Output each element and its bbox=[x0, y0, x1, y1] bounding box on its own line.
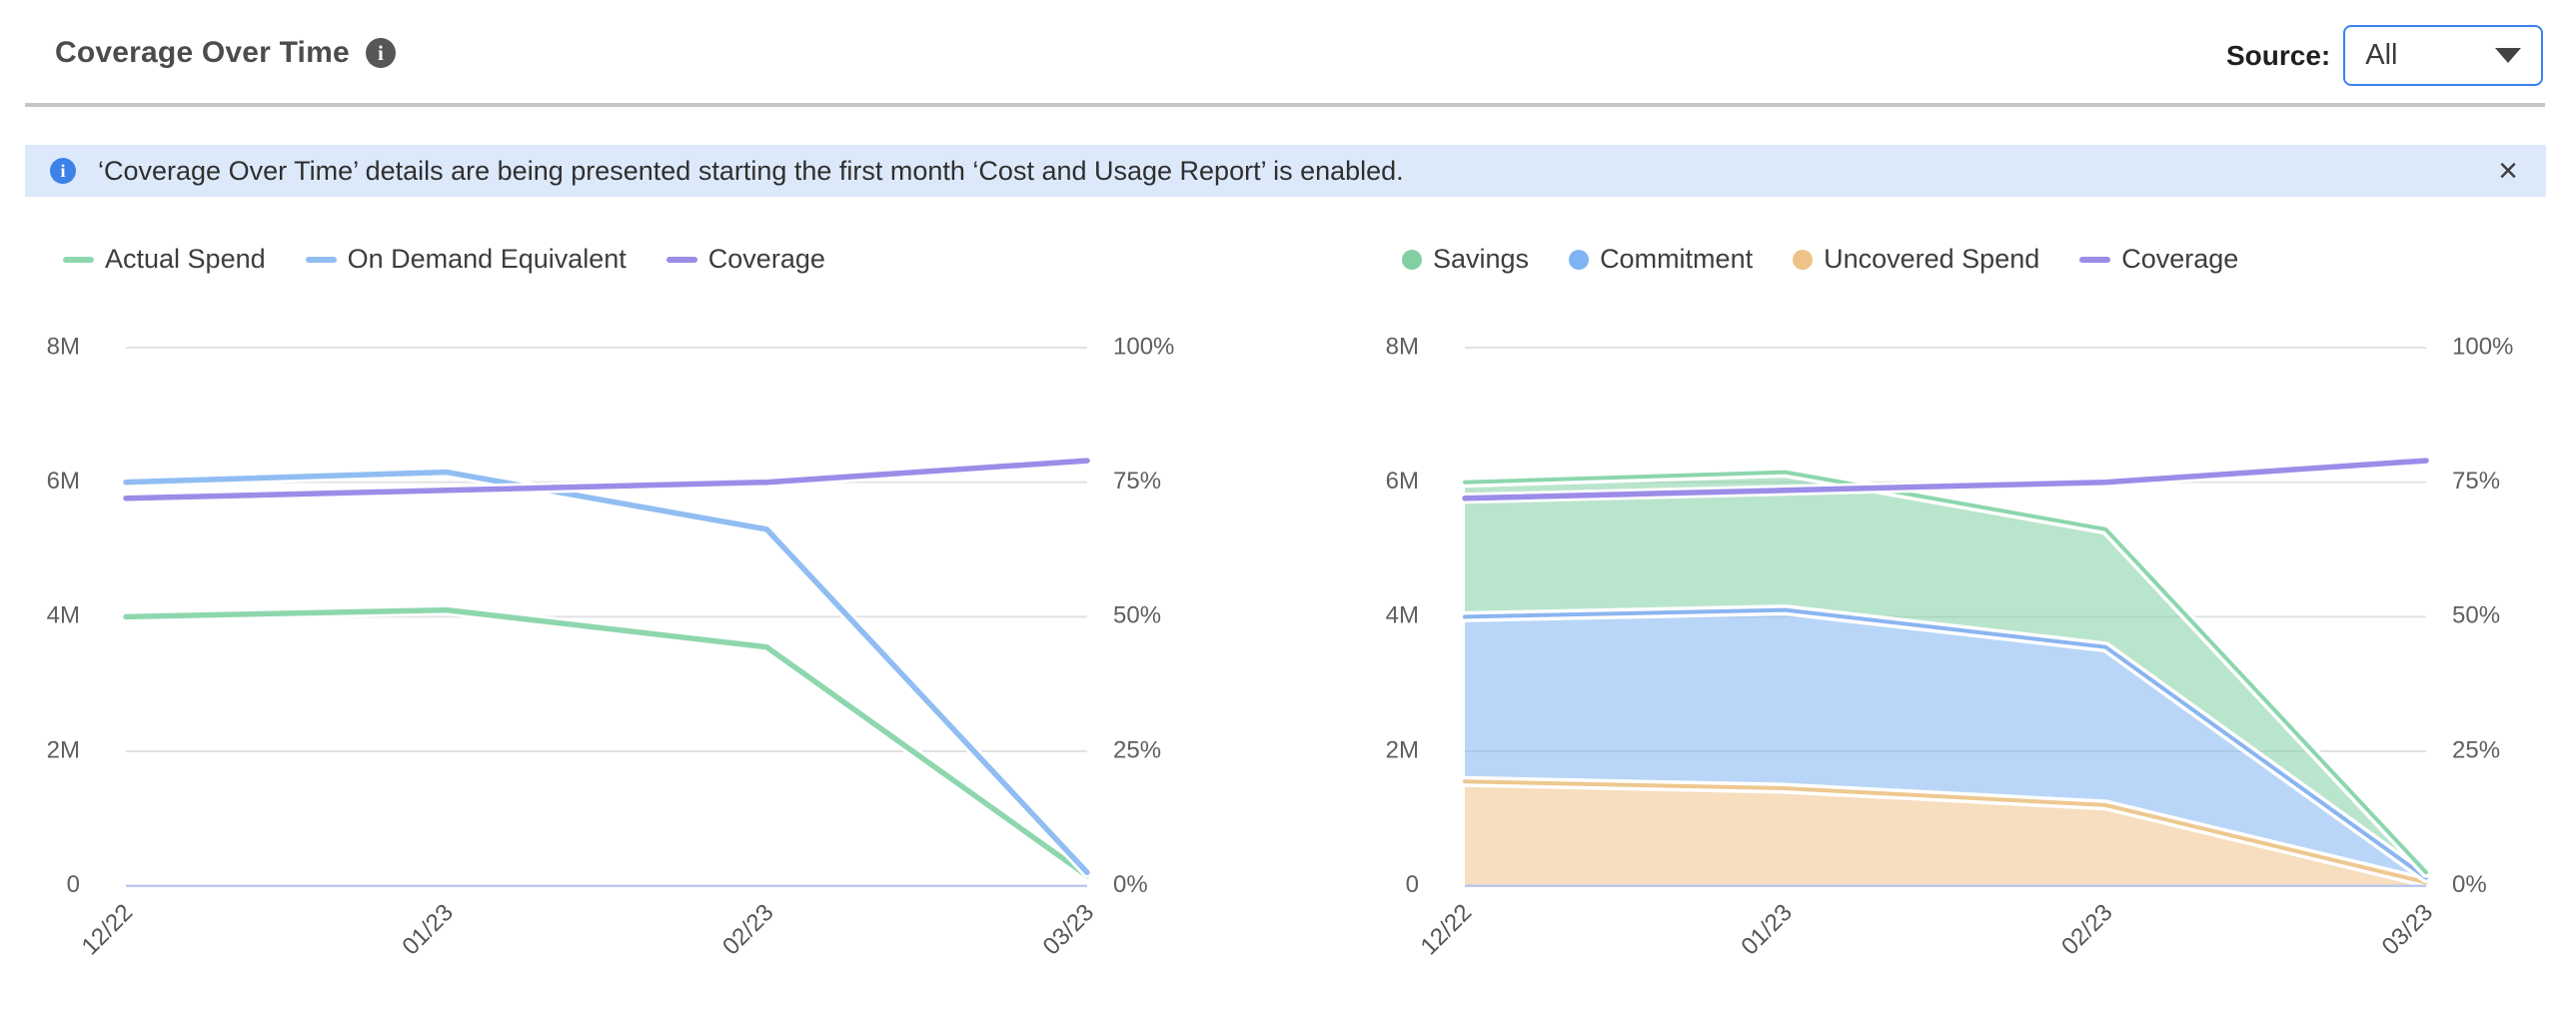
page-title: Coverage Over Time bbox=[55, 36, 350, 69]
legend-item-coverage[interactable]: Coverage bbox=[665, 244, 825, 275]
coverage-swatch-icon bbox=[2079, 256, 2111, 263]
y-axis-right-tick: 75% bbox=[1113, 468, 1161, 495]
legend-label: Coverage bbox=[2121, 244, 2239, 274]
legend-label: On Demand Equivalent bbox=[347, 244, 627, 274]
legend-label: Actual Spend bbox=[105, 244, 266, 274]
coverage-chart-panel: Savings Commitment Uncovered Spend Coverage… bbox=[1379, 230, 2548, 1015]
commitment-edge-line bbox=[1463, 607, 2428, 880]
on-demand-equivalent-line-halo bbox=[120, 467, 1093, 878]
x-axis-tick: 01/23 bbox=[1736, 899, 1798, 961]
y-axis-right-tick: 50% bbox=[1113, 602, 1161, 629]
legend-label: Coverage bbox=[707, 244, 825, 274]
spend-chart-legend: Actual Spend On Demand Equivalent Coverage bbox=[63, 244, 825, 275]
y-axis-left-tick: 0 bbox=[1406, 871, 1419, 898]
info-icon-glyph: i bbox=[377, 40, 384, 65]
page-header: Coverage Over Time i bbox=[55, 36, 396, 70]
coverage-line[interactable] bbox=[123, 458, 1090, 502]
coverage-swatch-icon bbox=[665, 256, 697, 263]
banner-info-icon-glyph: i bbox=[60, 160, 66, 181]
y-axis-right-tick: 25% bbox=[2452, 736, 2500, 763]
x-axis-tick: 03/23 bbox=[2377, 899, 2439, 961]
coverage-chart: 8M 6M 4M 2M 0 100% 75% 50% 25% 0% 12/22 01/23 02/23 0… bbox=[1386, 333, 2514, 961]
banner-text: ‘Coverage Over Time’ details are being p… bbox=[98, 155, 1404, 186]
legend-item-savings[interactable]: Savings bbox=[1402, 244, 1529, 275]
uncovered-spend-swatch-icon bbox=[1793, 249, 1814, 270]
y-axis-left-tick: 2M bbox=[1386, 736, 1419, 763]
actual-spend-line[interactable] bbox=[123, 606, 1090, 879]
y-axis-right-tick: 100% bbox=[1113, 333, 1174, 360]
legend-item-commitment[interactable]: Commitment bbox=[1569, 244, 1753, 275]
y-axis-right-tick: 0% bbox=[2452, 871, 2487, 898]
actual-spend-line-halo bbox=[120, 604, 1093, 882]
y-axis-left-tick: 4M bbox=[47, 602, 80, 629]
y-axis-left-tick: 2M bbox=[47, 736, 80, 763]
source-filter: Source: All bbox=[2226, 25, 2544, 86]
legend-label: Uncovered Spend bbox=[1824, 244, 2040, 274]
savings-area[interactable] bbox=[1465, 472, 2426, 878]
y-axis-right-tick: 100% bbox=[2452, 333, 2513, 360]
y-axis-left-tick: 6M bbox=[47, 468, 80, 495]
x-axis-tick: 12/22 bbox=[77, 899, 139, 961]
commitment-area[interactable] bbox=[1465, 609, 2426, 883]
y-axis-left-tick: 4M bbox=[1386, 602, 1419, 629]
y-axis-right-tick: 0% bbox=[1113, 871, 1148, 898]
legend-item-uncovered-spend[interactable]: Uncovered Spend bbox=[1793, 244, 2039, 275]
legend-item-on-demand-equivalent[interactable]: On Demand Equivalent bbox=[305, 244, 627, 275]
source-label: Source: bbox=[2226, 39, 2331, 71]
source-dropdown-value: All bbox=[2365, 39, 2398, 71]
legend-item-coverage[interactable]: Coverage bbox=[2079, 244, 2238, 275]
x-axis-tick: 02/23 bbox=[717, 899, 779, 961]
y-axis-left-tick: 8M bbox=[1386, 333, 1419, 360]
actual-spend-swatch-icon bbox=[63, 256, 94, 263]
x-axis-tick: 01/23 bbox=[397, 899, 459, 961]
legend-label: Savings bbox=[1433, 244, 1530, 274]
chevron-down-icon bbox=[2495, 48, 2522, 63]
spend-chart-panel: Actual Spend On Demand Equivalent Coverage… bbox=[40, 230, 1209, 1015]
uncovered-spend-edge-line bbox=[1463, 779, 2428, 885]
x-axis-tick: 02/23 bbox=[2056, 899, 2118, 961]
y-axis-left-tick: 8M bbox=[47, 333, 80, 360]
info-icon[interactable]: i bbox=[365, 38, 396, 68]
x-axis-tick: 03/23 bbox=[1038, 899, 1100, 961]
savings-edge-line bbox=[1463, 470, 2428, 875]
x-axis-tick: 12/22 bbox=[1416, 899, 1478, 961]
banner-info-icon: i bbox=[50, 158, 76, 184]
spend-chart: 8M 6M 4M 2M 0 100% 75% 50% 25% 0% 12/22 01/23 02/23 0… bbox=[47, 333, 1175, 961]
header-divider bbox=[25, 103, 2545, 107]
info-banner: i ‘Coverage Over Time’ details are being… bbox=[25, 145, 2546, 197]
legend-label: Commitment bbox=[1600, 244, 1754, 274]
on-demand-equivalent-swatch-icon bbox=[305, 256, 337, 263]
y-axis-left-tick: 6M bbox=[1386, 468, 1419, 495]
legend-item-actual-spend[interactable]: Actual Spend bbox=[63, 244, 266, 275]
y-axis-right-tick: 25% bbox=[1113, 736, 1161, 763]
y-axis-left-tick: 0 bbox=[67, 871, 80, 898]
y-axis-right-tick: 75% bbox=[2452, 468, 2500, 495]
savings-swatch-icon bbox=[1402, 249, 1422, 270]
uncovered-spend-area[interactable] bbox=[1465, 781, 2426, 886]
close-icon[interactable]: × bbox=[2498, 151, 2518, 190]
coverage-chart-legend: Savings Commitment Uncovered Spend Coverage bbox=[1402, 244, 2238, 275]
y-axis-right-tick: 50% bbox=[2452, 602, 2500, 629]
source-dropdown[interactable]: All bbox=[2343, 25, 2544, 86]
commitment-swatch-icon bbox=[1569, 249, 1590, 270]
coverage-line[interactable] bbox=[1462, 458, 2429, 502]
on-demand-equivalent-line[interactable] bbox=[123, 469, 1090, 875]
